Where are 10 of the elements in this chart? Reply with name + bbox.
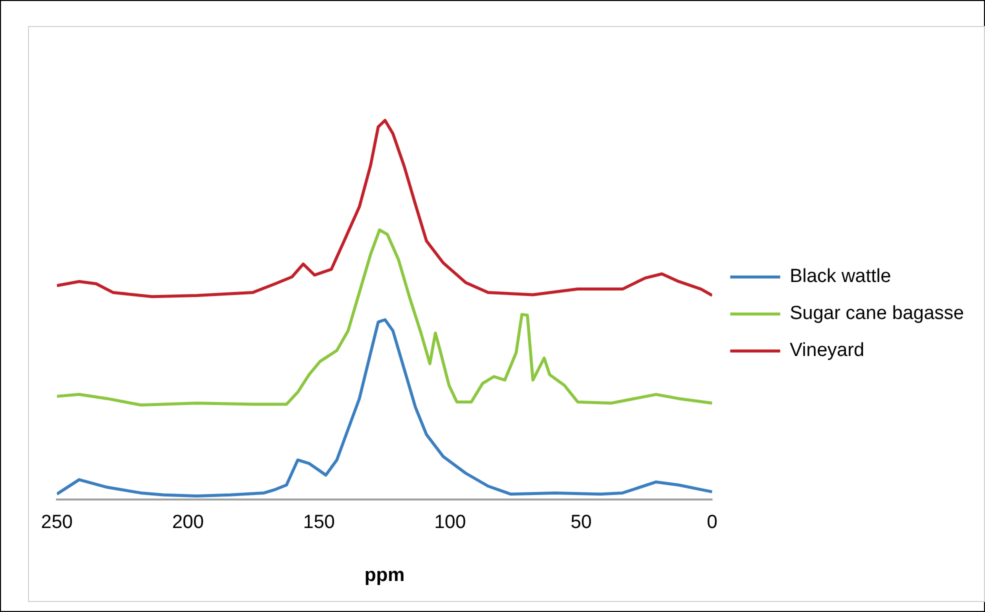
x-tick-label: 50: [570, 512, 592, 534]
x-tick-label: 200: [172, 512, 204, 534]
x-tick-label: 100: [434, 512, 466, 534]
x-tick-label: 150: [303, 512, 335, 534]
legend-label: Sugar cane bagasse: [790, 303, 964, 324]
x-tick-label: 250: [41, 512, 73, 534]
x-axis-title: ppm: [364, 564, 405, 586]
legend-label: Vineyard: [790, 340, 864, 362]
x-tick-label: 0: [706, 512, 718, 534]
legend-label: Black wattle: [790, 266, 892, 288]
